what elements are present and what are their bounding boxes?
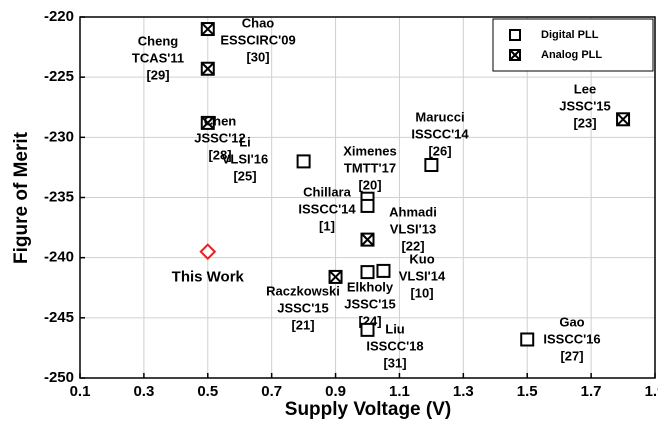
marker-box [520, 332, 535, 347]
marker-cross [360, 232, 375, 247]
point-label: [22] [401, 238, 424, 253]
point-label: [29] [146, 67, 169, 82]
legend-marker [509, 29, 521, 41]
point [520, 332, 535, 347]
point-label: ISSCC'16 [543, 331, 600, 346]
point-label: JSSC'15 [559, 98, 611, 113]
point-label: VLSI'16 [222, 151, 268, 166]
x-tick-label: 0.9 [325, 383, 346, 400]
point-label: Marucci [415, 109, 464, 124]
marker-cross [509, 49, 521, 61]
point-label: [27] [560, 348, 583, 363]
y-tick-label: -220 [44, 8, 74, 25]
point-label: ISSCC'14 [411, 126, 469, 141]
point [424, 158, 439, 173]
point-label: TMTT'17 [344, 160, 396, 175]
x-tick-label: 0.3 [133, 383, 154, 400]
y-axis-title: Figure of Merit [11, 131, 32, 264]
point-label: Kuo [409, 251, 434, 266]
plot-frame [79, 16, 656, 379]
point [360, 265, 375, 280]
legend: Digital PLL Analog PLL [492, 18, 654, 72]
x-tick-label: 0.5 [197, 383, 218, 400]
point-label: [28] [208, 147, 231, 162]
point-label: ISSCC'18 [366, 338, 423, 353]
marker-cross [201, 22, 215, 36]
marker-cross [201, 116, 215, 130]
y-tick-label: -225 [44, 68, 74, 85]
point [200, 61, 215, 76]
point-label: [25] [233, 168, 256, 183]
y-tick-label: -240 [44, 249, 74, 266]
legend-marker [509, 49, 521, 61]
point-label: ESSCIRC'09 [220, 32, 295, 47]
y-tick-label: -250 [44, 369, 74, 386]
legend-label: Digital PLL [541, 29, 599, 41]
point-label: JSSC'15 [344, 296, 396, 311]
point-label: Raczkowski [266, 283, 340, 298]
x-axis-title: Supply Voltage (V) [285, 399, 451, 420]
point [616, 112, 631, 127]
point-label: VLSI'13 [390, 221, 436, 236]
point-label: [26] [428, 143, 451, 158]
this-work-label: This Work [172, 269, 245, 286]
point-label: [10] [410, 285, 433, 300]
point [200, 22, 215, 37]
point-label: [30] [246, 49, 269, 64]
point-label: Chen [204, 113, 237, 128]
point-label: [21] [291, 317, 314, 332]
point-label: [23] [573, 115, 596, 130]
legend-box [492, 18, 654, 72]
x-tick-label: 1.1 [389, 383, 410, 400]
point-label: Chao [242, 15, 275, 30]
this-work-point [199, 243, 217, 261]
marker-cross [328, 270, 343, 284]
x-tick-label: 0.1 [70, 383, 91, 400]
legend-label: Analog PLL [541, 49, 602, 61]
point-label: JSSC'12 [194, 130, 246, 145]
marker-box [376, 263, 391, 278]
marker-box [360, 198, 375, 213]
x-tick-label: 1.7 [581, 383, 602, 400]
point-label: Ximenes [343, 143, 396, 158]
point-label: Gao [559, 314, 584, 329]
point-label: Cheng [138, 33, 179, 48]
point-label: JSSC'15 [277, 300, 329, 315]
y-tick-label: -230 [44, 128, 74, 145]
point-label: Li [239, 134, 251, 149]
marker-box [296, 154, 311, 169]
point-label: Elkholy [347, 279, 394, 294]
point-label: [20] [358, 177, 381, 192]
point-label: VLSI'14 [399, 268, 446, 283]
point-label: ISSCC'14 [298, 201, 356, 216]
marker-box [360, 265, 375, 280]
x-tick-label: 1.5 [517, 383, 538, 400]
point-label: [1] [319, 218, 335, 233]
marker-cross [201, 62, 215, 76]
marker-box [424, 158, 439, 173]
point-label: Ahmadi [389, 204, 437, 219]
point [360, 232, 375, 247]
x-tick-label: 0.7 [261, 383, 282, 400]
point [296, 154, 311, 169]
point-label: Liu [385, 321, 405, 336]
point [360, 322, 375, 337]
x-tick-label: 1.9 [645, 383, 658, 400]
marker-box [360, 322, 375, 337]
point [376, 263, 391, 278]
point-label: Chillara [303, 184, 351, 199]
point [360, 198, 375, 213]
point-label: TCAS'11 [132, 50, 184, 65]
y-tick-label: -245 [44, 309, 74, 326]
point [200, 115, 215, 130]
point [328, 269, 343, 284]
point-label: [31] [383, 355, 406, 370]
x-tick-label: 1.3 [453, 383, 474, 400]
point-label: Lee [574, 81, 596, 96]
marker-cross [616, 112, 630, 126]
y-tick-label: -235 [44, 188, 74, 205]
marker-box [509, 29, 521, 41]
